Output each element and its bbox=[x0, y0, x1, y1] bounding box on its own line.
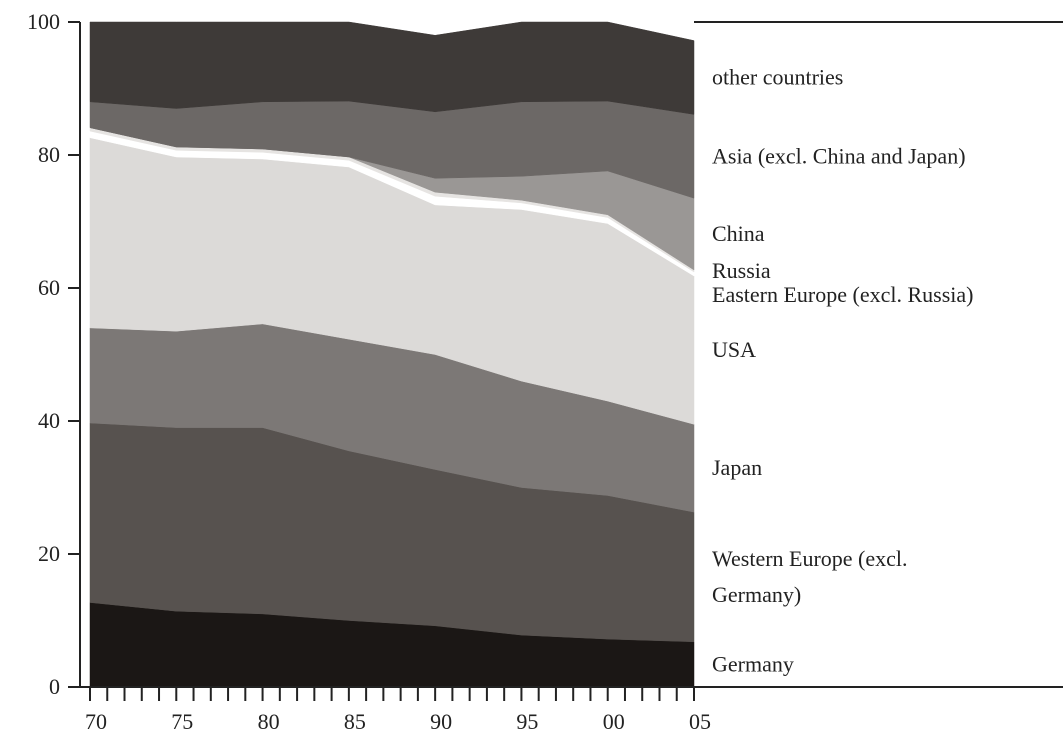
area-layers bbox=[89, 21, 695, 688]
x-ticks: 70 75 80 85 90 95 00 05 bbox=[85, 687, 711, 734]
y-tick-label: 80 bbox=[38, 142, 60, 167]
legend-label-eastern-europe-excl-russia: Eastern Europe (excl. Russia) bbox=[712, 282, 973, 307]
legend-label-other-countries: other countries bbox=[712, 65, 843, 90]
x-tick-label: 85 bbox=[344, 709, 366, 734]
x-tick-label: 70 bbox=[85, 709, 107, 734]
legend-label-western-europe-excl-germany: Western Europe (excl. bbox=[712, 546, 908, 571]
area-other-countries bbox=[89, 21, 695, 115]
legend-label-usa: USA bbox=[712, 337, 756, 362]
x-tick-label: 90 bbox=[430, 709, 452, 734]
x-tick-label: 80 bbox=[258, 709, 280, 734]
x-tick-label: 00 bbox=[603, 709, 625, 734]
y-ticks: 0 20 40 60 80 100 bbox=[27, 9, 80, 699]
x-tick-label: 75 bbox=[171, 709, 193, 734]
legend-label-japan: Japan bbox=[712, 455, 762, 480]
x-tick-label: 05 bbox=[689, 709, 711, 734]
legend-label-asia-excl-china-and-japan: Asia (excl. China and Japan) bbox=[712, 143, 966, 168]
y-tick-label: 0 bbox=[49, 674, 60, 699]
y-tick-label: 60 bbox=[38, 275, 60, 300]
legend-label-germany: Germany bbox=[712, 651, 794, 676]
axes bbox=[79, 21, 1063, 688]
legend: other countries Asia (excl. China and Jap… bbox=[712, 65, 973, 677]
y-tick-label: 20 bbox=[38, 541, 60, 566]
y-tick-label: 100 bbox=[27, 9, 60, 34]
legend-label-china: China bbox=[712, 221, 765, 246]
legend-label-western-europe-excl-germany: Germany) bbox=[712, 582, 801, 607]
y-tick-label: 40 bbox=[38, 408, 60, 433]
legend-label-russia: Russia bbox=[712, 258, 771, 283]
x-tick-label: 95 bbox=[516, 709, 538, 734]
